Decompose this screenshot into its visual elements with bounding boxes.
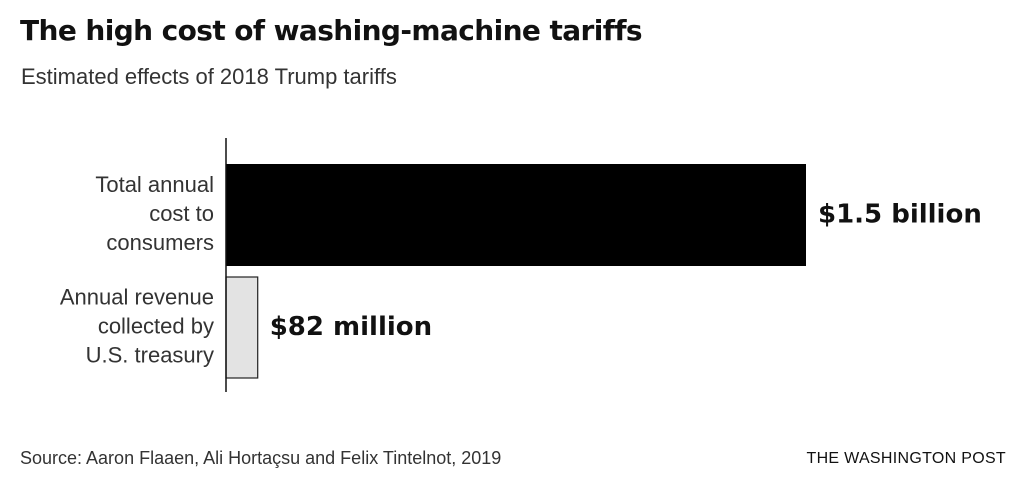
source-note: Source: Aaron Flaaen, Ali Hortaçsu and F… [20,448,502,468]
category-label-2: Annual revenue collected by U.S. treasury [60,284,214,367]
category-label-1-line-3: consumers [106,230,214,255]
category-label-2-line-2: collected by [98,313,214,338]
chart-title: The high cost of washing-machine tariffs [20,14,643,47]
value-label-2: $82 million [270,312,432,342]
category-label-1-line-2: cost to [149,201,214,226]
bar-1 [226,164,806,266]
category-label-2-line-1: Annual revenue [60,284,214,309]
value-label-1: $1.5 billion [818,200,982,230]
category-label-1-line-1: Total annual [95,172,214,197]
publisher-credit: THE WASHINGTON POST [806,450,1006,467]
category-label-2-line-3: U.S. treasury [86,342,214,367]
bar-2 [225,276,259,379]
category-label-1: Total annual cost to consumers [95,172,214,255]
chart-subtitle: Estimated effects of 2018 Trump tariffs [21,64,397,89]
